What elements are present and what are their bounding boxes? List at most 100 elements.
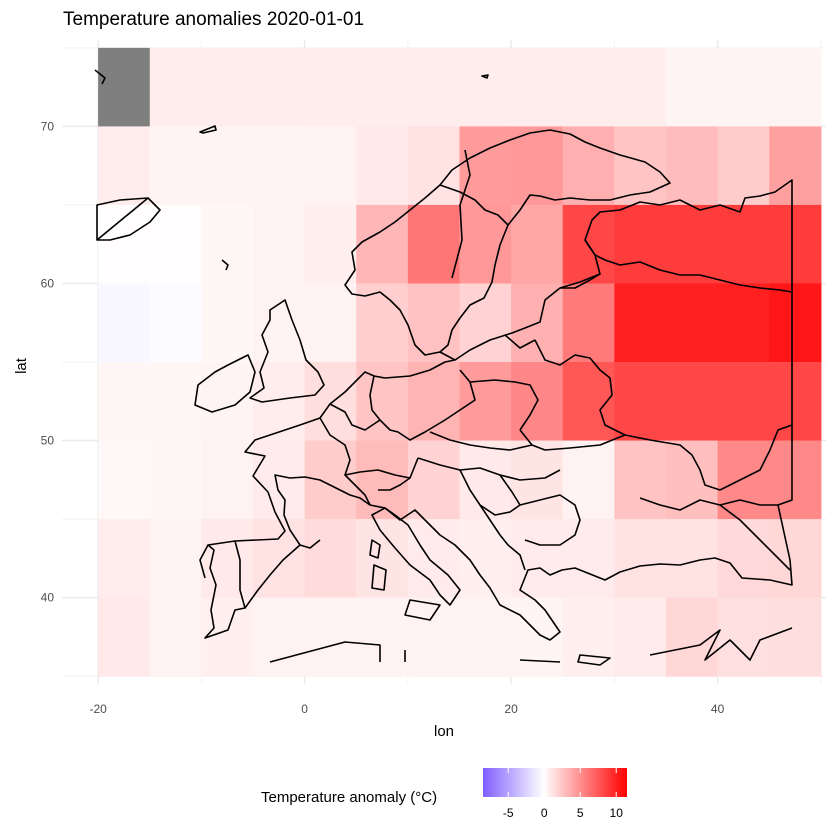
heatmap-cell	[769, 283, 822, 363]
heatmap-cell	[98, 283, 151, 363]
chart-title: Temperature anomalies 2020-01-01	[63, 9, 364, 30]
heatmap-cell	[717, 519, 770, 599]
heatmap-cell	[769, 126, 822, 206]
heatmap-cell	[149, 126, 202, 206]
heatmap-cell	[459, 519, 512, 599]
heatmap-cell	[201, 126, 254, 206]
heatmap-cell	[614, 283, 667, 363]
heatmap-cell	[562, 519, 615, 599]
legend-tick-label: 10	[610, 806, 624, 820]
heatmap-cell	[201, 283, 254, 363]
heatmap-cell	[149, 47, 202, 127]
heatmap-cell	[149, 204, 202, 285]
heatmap-cell	[511, 597, 564, 677]
y-axis-title: lat	[13, 357, 30, 374]
heatmap-cell	[253, 283, 306, 363]
heatmap-cell	[769, 597, 822, 677]
legend-tick-label: 5	[577, 806, 584, 820]
heatmap-cell	[769, 47, 822, 127]
legend-tick-label: -5	[503, 806, 514, 820]
heatmap-cell	[98, 597, 151, 677]
heatmap-cell	[717, 47, 770, 127]
heatmap-cell	[769, 362, 822, 442]
heatmap-cell	[459, 47, 512, 127]
heatmap-cell	[304, 362, 357, 442]
heatmap-cell	[511, 126, 564, 206]
heatmap-cell	[98, 47, 151, 127]
heatmap-cell	[407, 440, 461, 520]
heatmap-cell	[356, 440, 409, 520]
heatmap-cell	[98, 440, 151, 520]
heatmap-cell	[149, 283, 202, 363]
heatmap-cell	[201, 597, 254, 677]
heatmap-cell	[665, 47, 719, 127]
heatmap-cell	[511, 519, 564, 599]
heatmap-cell	[562, 283, 615, 363]
y-tick-label: 70	[41, 119, 55, 133]
x-tick-label: 0	[301, 702, 308, 716]
heatmap-cell	[511, 204, 564, 285]
heatmap-cell	[149, 362, 202, 442]
heatmap-cell	[614, 126, 667, 206]
heatmap-cell	[356, 362, 409, 442]
heatmap-cell	[665, 283, 719, 363]
heatmap-cell	[769, 204, 822, 285]
heatmap-cell	[614, 440, 667, 520]
legend-tick-label: 0	[541, 806, 548, 820]
heatmap-cell	[356, 597, 409, 677]
country-borders	[94, 69, 793, 666]
heatmap-cell	[304, 597, 357, 677]
heatmap-cell	[149, 440, 202, 520]
heatmap-cells	[98, 47, 822, 677]
heatmap-cell	[717, 440, 770, 520]
heatmap-cell	[356, 47, 409, 127]
heatmap-cell	[459, 597, 512, 677]
heatmap-cell	[407, 283, 461, 363]
heatmap-cell	[304, 519, 357, 599]
heatmap-cell	[356, 126, 409, 206]
heatmap-cell	[769, 440, 822, 520]
heatmap-cell	[614, 597, 667, 677]
heatmap-cell	[253, 597, 306, 677]
legend-title: Temperature anomaly (°C)	[261, 789, 437, 806]
heatmap-cell	[149, 519, 202, 599]
heatmap-cell	[98, 362, 151, 442]
heatmap-cell	[98, 126, 151, 206]
heatmap-cell	[407, 204, 461, 285]
heatmap-cell	[407, 126, 461, 206]
heatmap-cell	[562, 440, 615, 520]
heatmap-cell	[304, 283, 357, 363]
heatmap-cell	[201, 204, 254, 285]
y-tick-label: 40	[41, 591, 55, 605]
x-tick-label: -20	[89, 702, 107, 716]
heatmap-cell	[253, 126, 306, 206]
heatmap-cell	[407, 597, 461, 677]
heatmap-cell	[201, 440, 254, 520]
heatmap-cell	[562, 47, 615, 127]
heatmap-cell	[665, 126, 719, 206]
heatmap-cell	[562, 597, 615, 677]
heatmap-cell	[511, 47, 564, 127]
heatmap-cell	[253, 47, 306, 127]
heatmap-cell	[304, 126, 357, 206]
heatmap-cell	[253, 440, 306, 520]
heatmap-cell	[201, 519, 254, 599]
heatmap-cell	[717, 283, 770, 363]
heatmap-cell	[614, 519, 667, 599]
axis-tick-labels: -20 0 20 40 40 50 60 70	[41, 119, 725, 716]
heatmap-cell	[665, 362, 719, 442]
heatmap-cell	[304, 47, 357, 127]
y-tick-label: 50	[41, 434, 55, 448]
x-axis-title: lon	[434, 723, 454, 740]
heatmap-cell	[614, 47, 667, 127]
heatmap-cell	[98, 519, 151, 599]
x-tick-label: 20	[504, 702, 518, 716]
heatmap-cell	[665, 204, 719, 285]
heatmap-cell	[614, 204, 667, 285]
legend-colorbar	[483, 768, 627, 797]
heatmap-cell	[614, 362, 667, 442]
legend-ticks: -5 0 5 10	[503, 768, 623, 820]
heatmap-cell	[459, 362, 512, 442]
color-legend: Temperature anomaly (°C) -5 0 5 10	[261, 768, 627, 820]
